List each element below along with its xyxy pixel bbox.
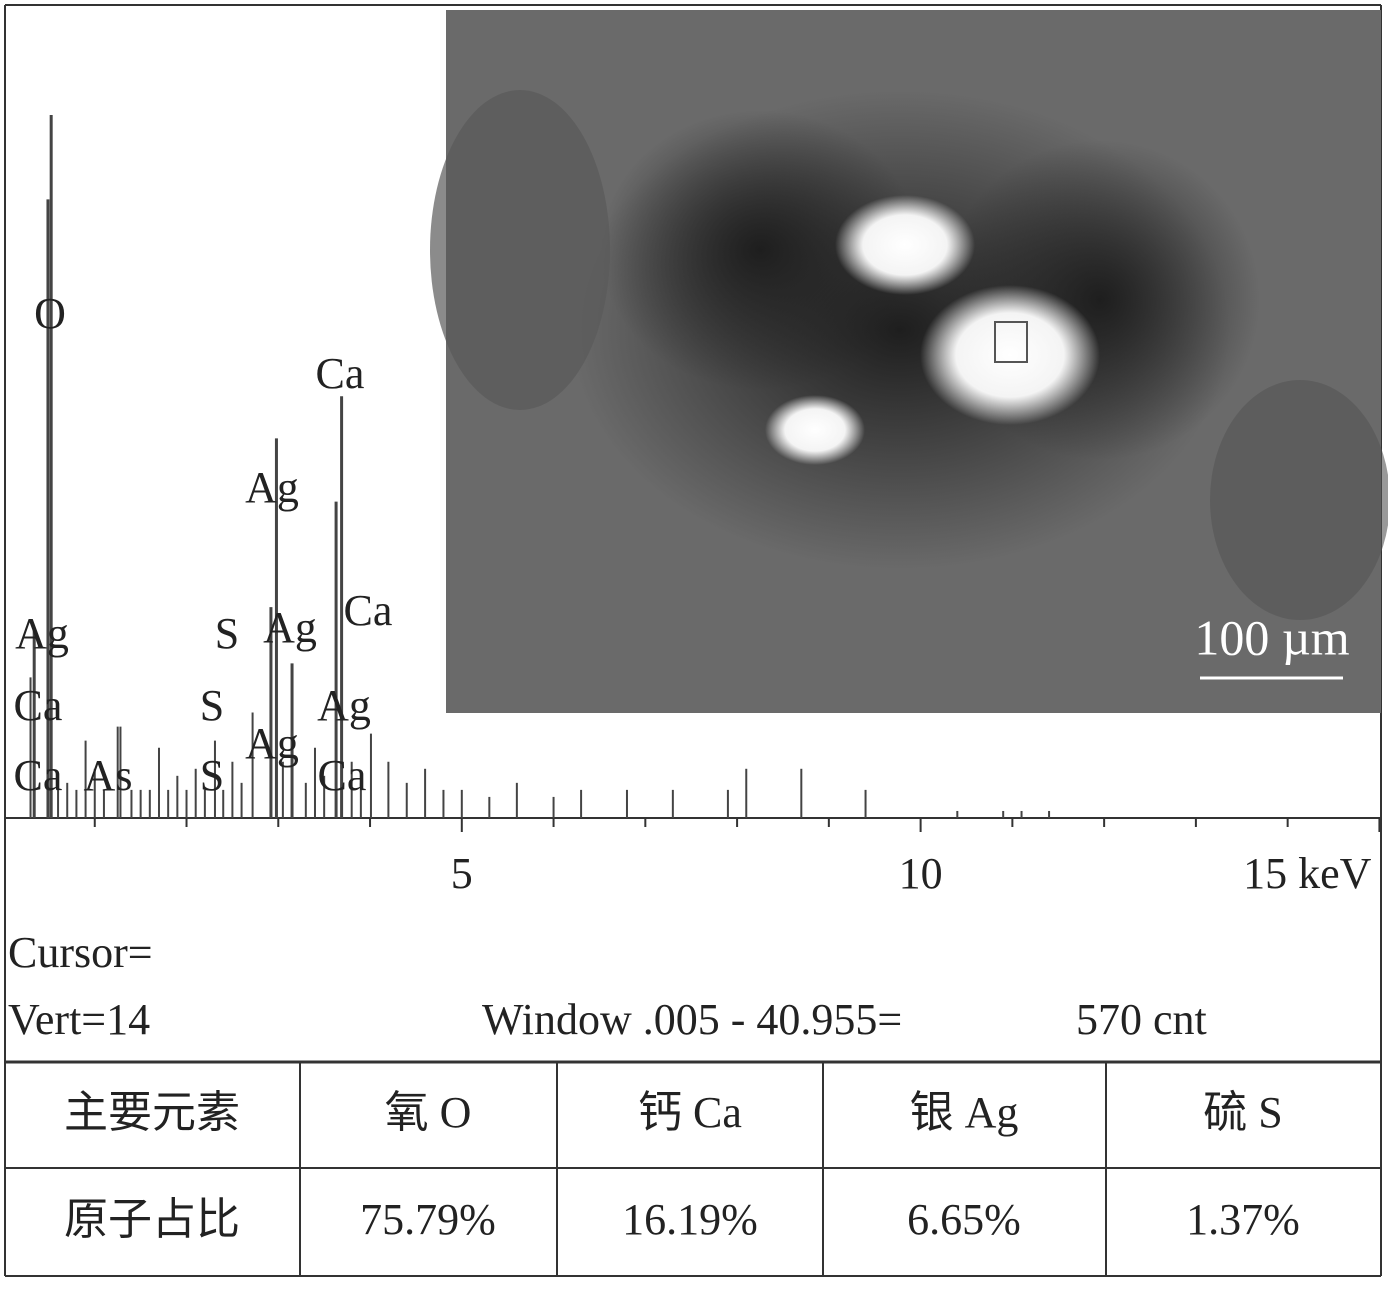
- peak-label: Ca: [318, 751, 367, 800]
- peak-label: S: [215, 609, 239, 658]
- peak-label: Ca: [316, 349, 365, 398]
- x-tick-label: 10: [899, 849, 943, 898]
- peak-label: As: [84, 751, 133, 800]
- scale-bar-label: 100 µm: [1194, 609, 1349, 665]
- table-header-cell: 主要元素: [64, 1088, 240, 1137]
- readout-cursor: Cursor=: [8, 928, 153, 977]
- peak-label: Ag: [263, 603, 317, 652]
- peak-label: S: [200, 681, 224, 730]
- table-header-cell: 银 Ag: [910, 1088, 1019, 1137]
- table-cell: 6.65%: [907, 1195, 1021, 1244]
- table-cell: 原子占比: [64, 1195, 240, 1244]
- table-cell: 16.19%: [622, 1195, 758, 1244]
- x-tick-label: 5: [451, 849, 473, 898]
- peak-label: Ca: [14, 681, 63, 730]
- readout-vert: Vert=14: [8, 995, 150, 1044]
- peak-label: S: [200, 751, 224, 800]
- table-cell: 75.79%: [360, 1195, 496, 1244]
- peak-label: Ag: [245, 463, 299, 512]
- readout-window: Window .005 - 40.955=: [482, 995, 902, 1044]
- readout-counts: 570 cnt: [1076, 995, 1207, 1044]
- peak-label: Ag: [15, 609, 69, 658]
- peak-label: Ca: [344, 586, 393, 635]
- peak-label: Ag: [317, 681, 371, 730]
- table-header-cell: 硫 S: [1203, 1088, 1282, 1137]
- table-cell: 1.37%: [1186, 1195, 1300, 1244]
- peak-label: O: [34, 289, 66, 338]
- peak-label: Ca: [14, 751, 63, 800]
- table-header-cell: 钙 Ca: [638, 1088, 742, 1137]
- x-tick-label: 15 keV: [1243, 849, 1372, 898]
- sem-image: 100 µm: [430, 10, 1388, 713]
- table-header-cell: 氧 O: [385, 1088, 472, 1137]
- peak-label: Ag: [245, 719, 299, 768]
